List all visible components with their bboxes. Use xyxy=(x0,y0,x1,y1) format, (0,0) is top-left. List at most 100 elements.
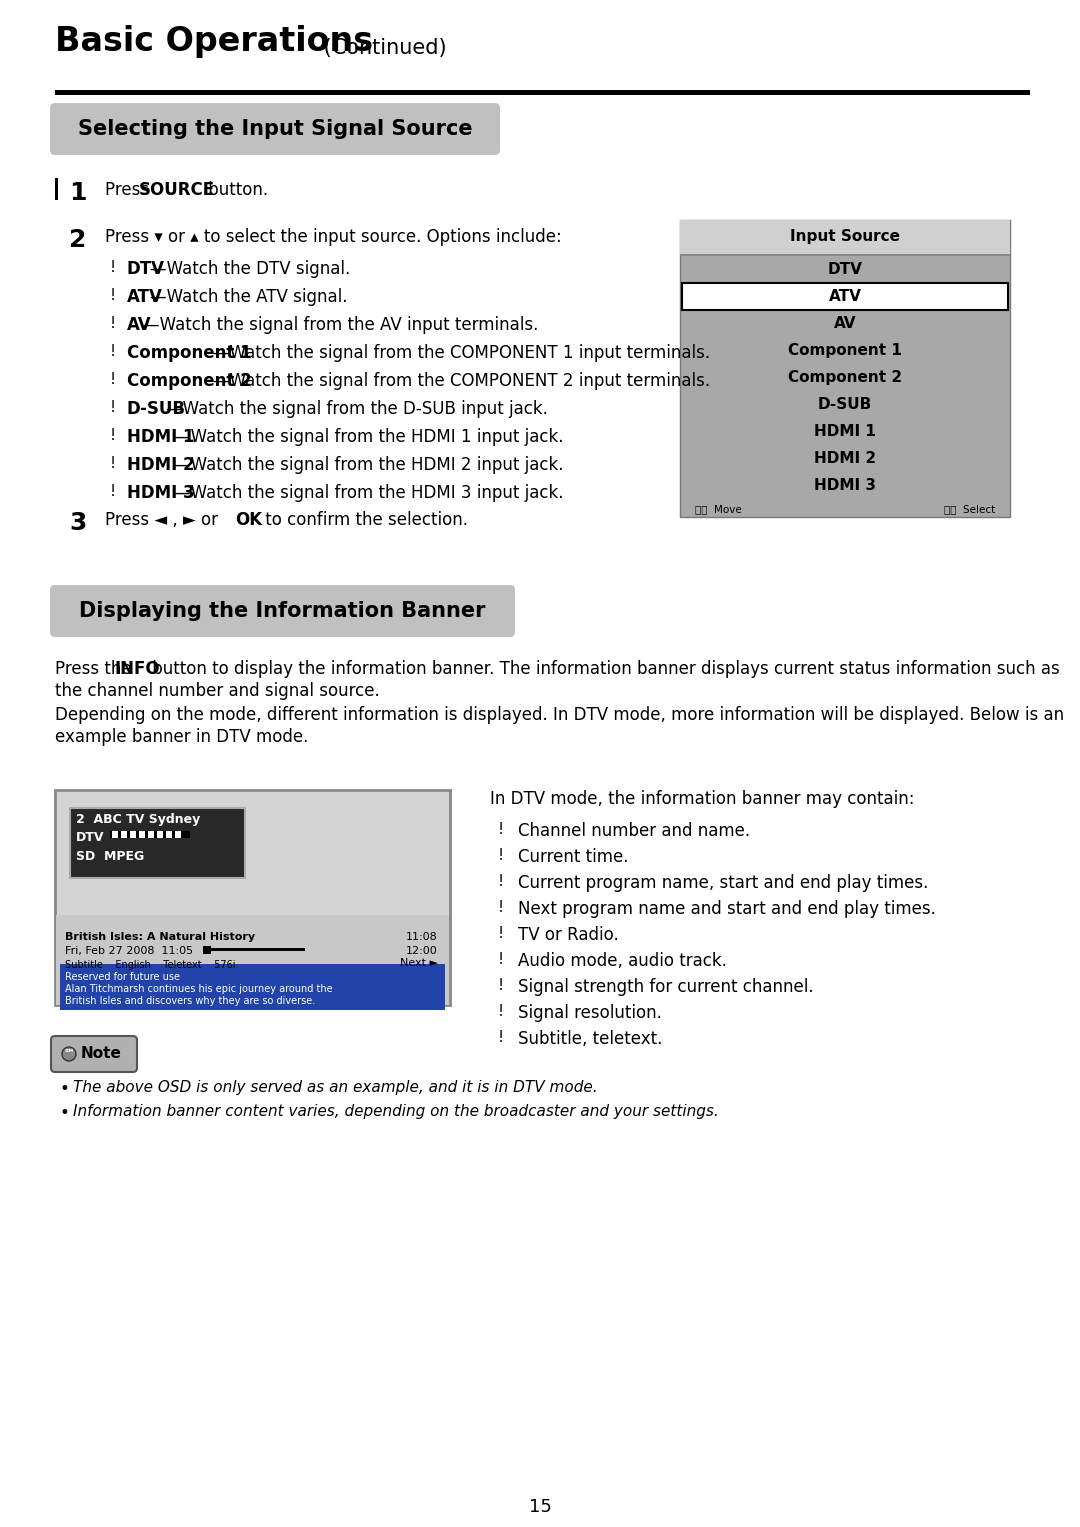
Text: !: ! xyxy=(498,977,504,993)
Text: 1: 1 xyxy=(69,182,86,205)
Circle shape xyxy=(62,1048,76,1061)
Text: !: ! xyxy=(110,484,116,499)
Text: !: ! xyxy=(498,899,504,915)
Text: TV or Radio.: TV or Radio. xyxy=(518,925,619,944)
Text: Channel number and name.: Channel number and name. xyxy=(518,822,751,840)
Text: DTV: DTV xyxy=(127,260,165,278)
Text: —Watch the signal from the COMPONENT 2 input terminals.: —Watch the signal from the COMPONENT 2 i… xyxy=(213,373,710,389)
Text: SOURCE: SOURCE xyxy=(139,182,215,199)
Text: !: ! xyxy=(498,951,504,967)
Text: Alan Titchmarsh continues his epic journey around the: Alan Titchmarsh continues his epic journ… xyxy=(65,983,333,994)
Text: !: ! xyxy=(110,316,116,331)
Text: Component 2: Component 2 xyxy=(788,370,902,385)
Text: Input Source: Input Source xyxy=(789,229,900,244)
Text: Subtitle    English    Teletext    576i: Subtitle English Teletext 576i xyxy=(65,960,235,970)
Text: !: ! xyxy=(110,289,116,302)
Text: Signal strength for current channel.: Signal strength for current channel. xyxy=(518,977,813,996)
Text: !: ! xyxy=(498,1003,504,1019)
Bar xyxy=(112,831,118,838)
Bar xyxy=(175,831,181,838)
Text: •: • xyxy=(59,1080,69,1098)
Text: Next program name and start and end play times.: Next program name and start and end play… xyxy=(518,899,936,918)
Text: !: ! xyxy=(110,373,116,386)
Text: British Isles: A Natural History: British Isles: A Natural History xyxy=(65,931,255,942)
Text: AV: AV xyxy=(834,316,856,331)
Bar xyxy=(110,831,190,838)
Text: !: ! xyxy=(498,873,504,889)
Text: Press the: Press the xyxy=(55,660,137,678)
Text: •: • xyxy=(59,1104,69,1122)
Bar xyxy=(70,808,245,878)
Text: (Continued): (Continued) xyxy=(318,38,447,58)
Text: Depending on the mode, different information is displayed. In DTV mode, more inf: Depending on the mode, different informa… xyxy=(55,705,1064,724)
Bar xyxy=(139,831,145,838)
Text: Component 2: Component 2 xyxy=(127,373,252,389)
Text: Current time.: Current time. xyxy=(518,847,629,866)
Bar xyxy=(130,831,136,838)
Text: button.: button. xyxy=(203,182,268,199)
Text: Press ▾ or ▴ to select the input source. Options include:: Press ▾ or ▴ to select the input source.… xyxy=(105,228,562,246)
Text: Selecting the Input Signal Source: Selecting the Input Signal Source xyxy=(78,119,472,139)
Text: button to display the information banner. The information banner displays curren: button to display the information banner… xyxy=(147,660,1059,678)
Text: !: ! xyxy=(498,925,504,941)
Text: HDMI 3: HDMI 3 xyxy=(814,478,876,493)
Text: INFO: INFO xyxy=(114,660,161,678)
Text: —Watch the signal from the COMPONENT 1 input terminals.: —Watch the signal from the COMPONENT 1 i… xyxy=(213,344,710,362)
Text: !: ! xyxy=(498,1031,504,1044)
Text: HDMI 1: HDMI 1 xyxy=(814,425,876,438)
Text: the channel number and signal source.: the channel number and signal source. xyxy=(55,683,380,699)
Text: Component 1: Component 1 xyxy=(127,344,252,362)
Text: Basic Operations: Basic Operations xyxy=(55,24,373,58)
Text: The above OSD is only served as an example, and it is in DTV mode.: The above OSD is only served as an examp… xyxy=(73,1080,597,1095)
Text: !: ! xyxy=(110,457,116,470)
Bar xyxy=(157,831,163,838)
FancyBboxPatch shape xyxy=(51,1035,137,1072)
Text: In DTV mode, the information banner may contain:: In DTV mode, the information banner may … xyxy=(490,789,915,808)
Text: D-SUB: D-SUB xyxy=(818,397,873,412)
Text: Displaying the Information Banner: Displaying the Information Banner xyxy=(79,602,485,621)
Text: DTV: DTV xyxy=(827,263,863,276)
FancyBboxPatch shape xyxy=(50,102,500,156)
Bar xyxy=(203,947,211,954)
Text: —Watch the DTV signal.: —Watch the DTV signal. xyxy=(150,260,351,278)
Text: !: ! xyxy=(110,400,116,415)
Bar xyxy=(60,964,445,1009)
Text: Information banner content varies, depending on the broadcaster and your setting: Information banner content varies, depen… xyxy=(73,1104,719,1119)
Bar xyxy=(166,831,172,838)
Text: Subtitle, teletext.: Subtitle, teletext. xyxy=(518,1031,662,1048)
Bar xyxy=(55,789,450,1005)
Text: ATV: ATV xyxy=(127,289,163,305)
Text: !: ! xyxy=(498,822,504,837)
Text: HDMI 1: HDMI 1 xyxy=(127,428,194,446)
Text: HDMI 3: HDMI 3 xyxy=(127,484,194,502)
Bar xyxy=(55,90,1030,95)
Text: —Watch the signal from the AV input terminals.: —Watch the signal from the AV input term… xyxy=(143,316,538,334)
Text: Component 1: Component 1 xyxy=(788,344,902,357)
Text: to confirm the selection.: to confirm the selection. xyxy=(260,512,468,528)
Text: HDMI 2: HDMI 2 xyxy=(814,450,876,466)
Text: OK: OK xyxy=(235,512,262,528)
Text: 12:00: 12:00 xyxy=(406,947,438,956)
Text: ⒶⒷ  Move: ⒶⒷ Move xyxy=(696,504,742,515)
Text: British Isles and discovers why they are so diverse.: British Isles and discovers why they are… xyxy=(65,996,315,1006)
Text: example banner in DTV mode.: example banner in DTV mode. xyxy=(55,728,309,747)
Text: Signal resolution.: Signal resolution. xyxy=(518,1003,662,1022)
Text: ⒸⒷ  Select: ⒸⒷ Select xyxy=(944,504,995,515)
Text: DTV: DTV xyxy=(76,831,105,844)
Bar xyxy=(680,220,1010,253)
Text: 2: 2 xyxy=(69,228,86,252)
Text: Note: Note xyxy=(81,1046,122,1061)
Text: !: ! xyxy=(110,428,116,443)
Bar xyxy=(210,948,305,951)
Text: 15: 15 xyxy=(528,1498,552,1516)
Text: —Watch the signal from the D-SUB input jack.: —Watch the signal from the D-SUB input j… xyxy=(166,400,548,418)
Text: —Watch the signal from the HDMI 2 input jack.: —Watch the signal from the HDMI 2 input … xyxy=(174,457,564,473)
Text: ℠: ℠ xyxy=(64,1049,75,1060)
Bar xyxy=(680,220,1010,518)
Text: Next ►: Next ► xyxy=(400,957,438,968)
Text: HDMI 2: HDMI 2 xyxy=(127,457,194,473)
Bar xyxy=(680,253,1010,257)
Text: —Watch the signal from the HDMI 1 input jack.: —Watch the signal from the HDMI 1 input … xyxy=(174,428,564,446)
Bar xyxy=(121,831,127,838)
Text: Press ◄ , ► or: Press ◄ , ► or xyxy=(105,512,224,528)
